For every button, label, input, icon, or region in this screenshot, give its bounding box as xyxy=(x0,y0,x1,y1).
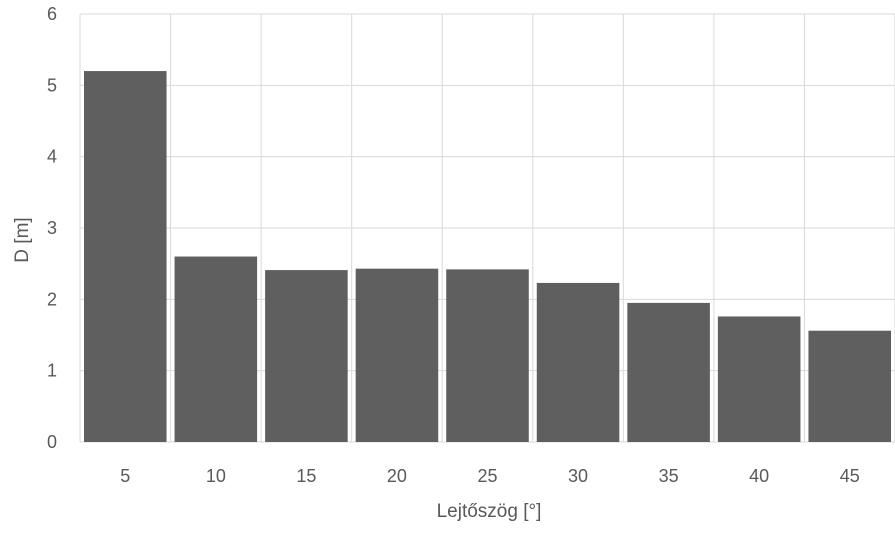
bar-30 xyxy=(536,282,620,442)
x-axis-ticks: 5 10 15 20 25 30 35 40 45 xyxy=(120,466,859,486)
bar-40 xyxy=(717,316,801,442)
bar-45 xyxy=(808,330,891,442)
x-tick-label: 15 xyxy=(296,466,316,486)
y-axis-title: D [m] xyxy=(12,217,33,262)
x-tick-label: 25 xyxy=(477,466,497,486)
y-tick-label: 5 xyxy=(47,75,57,95)
bar-25 xyxy=(446,269,529,442)
x-tick-label: 5 xyxy=(120,466,130,486)
bar-35 xyxy=(627,302,710,442)
bar-15 xyxy=(265,270,348,442)
x-tick-label: 30 xyxy=(568,466,588,486)
y-axis-ticks: 0 1 2 3 4 5 6 xyxy=(47,4,57,452)
y-tick-label: 1 xyxy=(47,361,57,381)
x-tick-label: 20 xyxy=(387,466,407,486)
bar-10 xyxy=(174,256,258,442)
y-tick-label: 4 xyxy=(47,147,57,167)
y-tick-label: 6 xyxy=(47,4,57,24)
x-tick-label: 40 xyxy=(749,466,769,486)
x-tick-label: 10 xyxy=(206,466,226,486)
y-tick-label: 0 xyxy=(47,432,57,452)
bar-series xyxy=(84,71,891,443)
bar-5 xyxy=(84,71,167,443)
y-tick-label: 3 xyxy=(47,218,57,238)
x-tick-label: 35 xyxy=(659,466,679,486)
x-axis-title: Lejtőszög [°] xyxy=(437,501,542,522)
bar-20 xyxy=(355,268,439,442)
y-tick-label: 2 xyxy=(47,289,57,309)
x-tick-label: 45 xyxy=(840,466,860,486)
